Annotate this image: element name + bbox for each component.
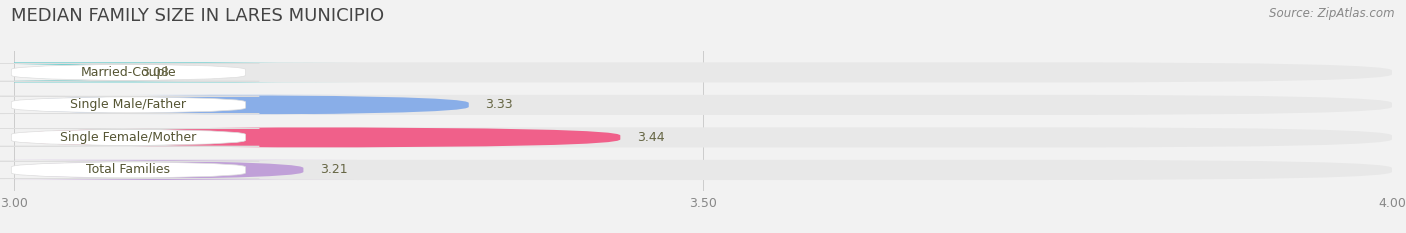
Text: Married-Couple: Married-Couple: [80, 66, 176, 79]
Text: Total Families: Total Families: [86, 163, 170, 176]
FancyBboxPatch shape: [0, 161, 259, 179]
Text: 3.33: 3.33: [485, 98, 513, 111]
Text: Single Male/Father: Single Male/Father: [70, 98, 187, 111]
FancyBboxPatch shape: [0, 129, 259, 146]
FancyBboxPatch shape: [0, 62, 359, 82]
FancyBboxPatch shape: [0, 64, 259, 81]
FancyBboxPatch shape: [14, 95, 468, 115]
FancyBboxPatch shape: [14, 127, 1392, 147]
FancyBboxPatch shape: [0, 160, 359, 180]
Text: MEDIAN FAMILY SIZE IN LARES MUNICIPIO: MEDIAN FAMILY SIZE IN LARES MUNICIPIO: [11, 7, 384, 25]
FancyBboxPatch shape: [0, 96, 259, 114]
FancyBboxPatch shape: [14, 160, 1392, 180]
FancyBboxPatch shape: [14, 62, 1392, 82]
Text: Source: ZipAtlas.com: Source: ZipAtlas.com: [1270, 7, 1395, 20]
Text: 3.08: 3.08: [141, 66, 169, 79]
Text: 3.21: 3.21: [321, 163, 347, 176]
FancyBboxPatch shape: [14, 95, 1392, 115]
FancyBboxPatch shape: [14, 127, 620, 147]
Text: Single Female/Mother: Single Female/Mother: [60, 131, 197, 144]
Text: 3.44: 3.44: [637, 131, 665, 144]
